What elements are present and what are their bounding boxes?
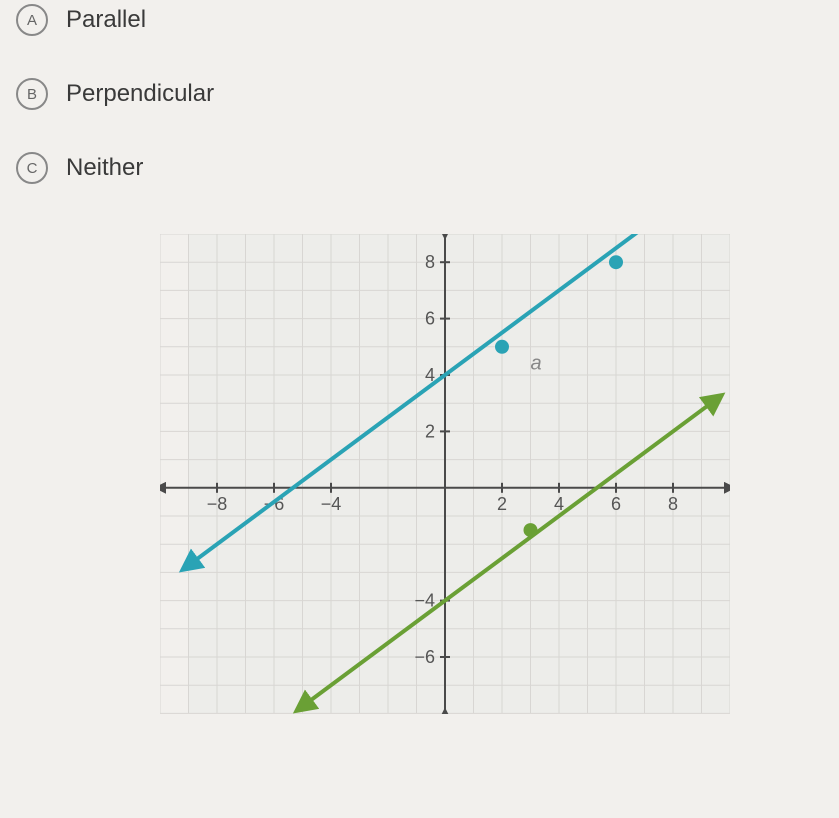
option-b-label: Perpendicular: [66, 80, 214, 108]
chart-svg: −8−6−42468−6−42468xya: [160, 234, 730, 714]
option-c-letter: C: [16, 152, 48, 184]
svg-text:8: 8: [668, 494, 678, 514]
svg-text:a: a: [531, 352, 542, 374]
svg-text:2: 2: [497, 494, 507, 514]
svg-text:−4: −4: [414, 591, 435, 611]
coordinate-chart: −8−6−42468−6−42468xya: [160, 234, 839, 714]
option-a[interactable]: A Parallel: [16, 4, 839, 36]
option-b-letter: B: [16, 78, 48, 110]
option-c[interactable]: C Neither: [16, 152, 839, 184]
svg-text:4: 4: [554, 494, 564, 514]
svg-text:8: 8: [425, 252, 435, 272]
svg-text:6: 6: [425, 309, 435, 329]
svg-text:−8: −8: [207, 494, 228, 514]
svg-text:−4: −4: [321, 494, 342, 514]
option-b[interactable]: B Perpendicular: [16, 78, 839, 110]
option-a-label: Parallel: [66, 6, 146, 34]
option-c-label: Neither: [66, 154, 143, 182]
svg-text:−6: −6: [414, 647, 435, 667]
svg-text:2: 2: [425, 421, 435, 441]
svg-text:6: 6: [611, 494, 621, 514]
option-a-letter: A: [16, 4, 48, 36]
